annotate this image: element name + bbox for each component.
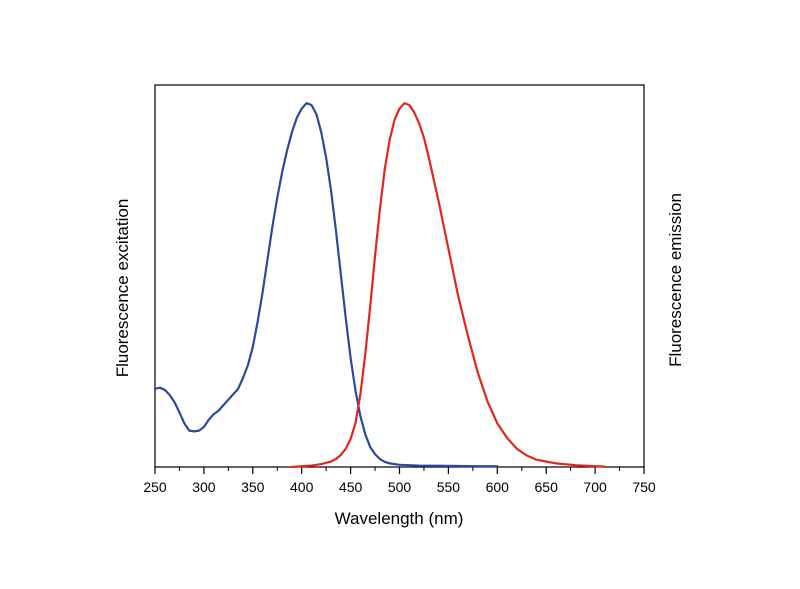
x-tick-label: 500 (388, 479, 412, 495)
emission-series-line (290, 102, 606, 469)
x-tick-label: 750 (632, 479, 656, 495)
x-tick-label: 600 (486, 479, 510, 495)
series-layer (153, 102, 606, 469)
x-tick-label: 400 (290, 479, 314, 495)
x-tick-label: 450 (339, 479, 363, 495)
x-axis-title: Wavelength (nm) (335, 509, 464, 528)
right-y-axis-title: Fluorescence emission (666, 193, 685, 367)
x-tick-label: 300 (192, 479, 216, 495)
x-tick-label: 550 (437, 479, 461, 495)
x-tick-label: 650 (535, 479, 559, 495)
x-axis-ticks (154, 467, 645, 474)
x-tick-label: 350 (241, 479, 265, 495)
left-y-axis-title: Fluorescence excitation (113, 199, 132, 378)
excitation-series-line (153, 102, 499, 468)
x-tick-label: 700 (583, 479, 607, 495)
x-axis-tick-labels: 250 300 350 400 450 500 550 600 650 700 750 (143, 479, 656, 495)
x-tick-label: 250 (143, 479, 167, 495)
plot-frame (154, 84, 645, 468)
